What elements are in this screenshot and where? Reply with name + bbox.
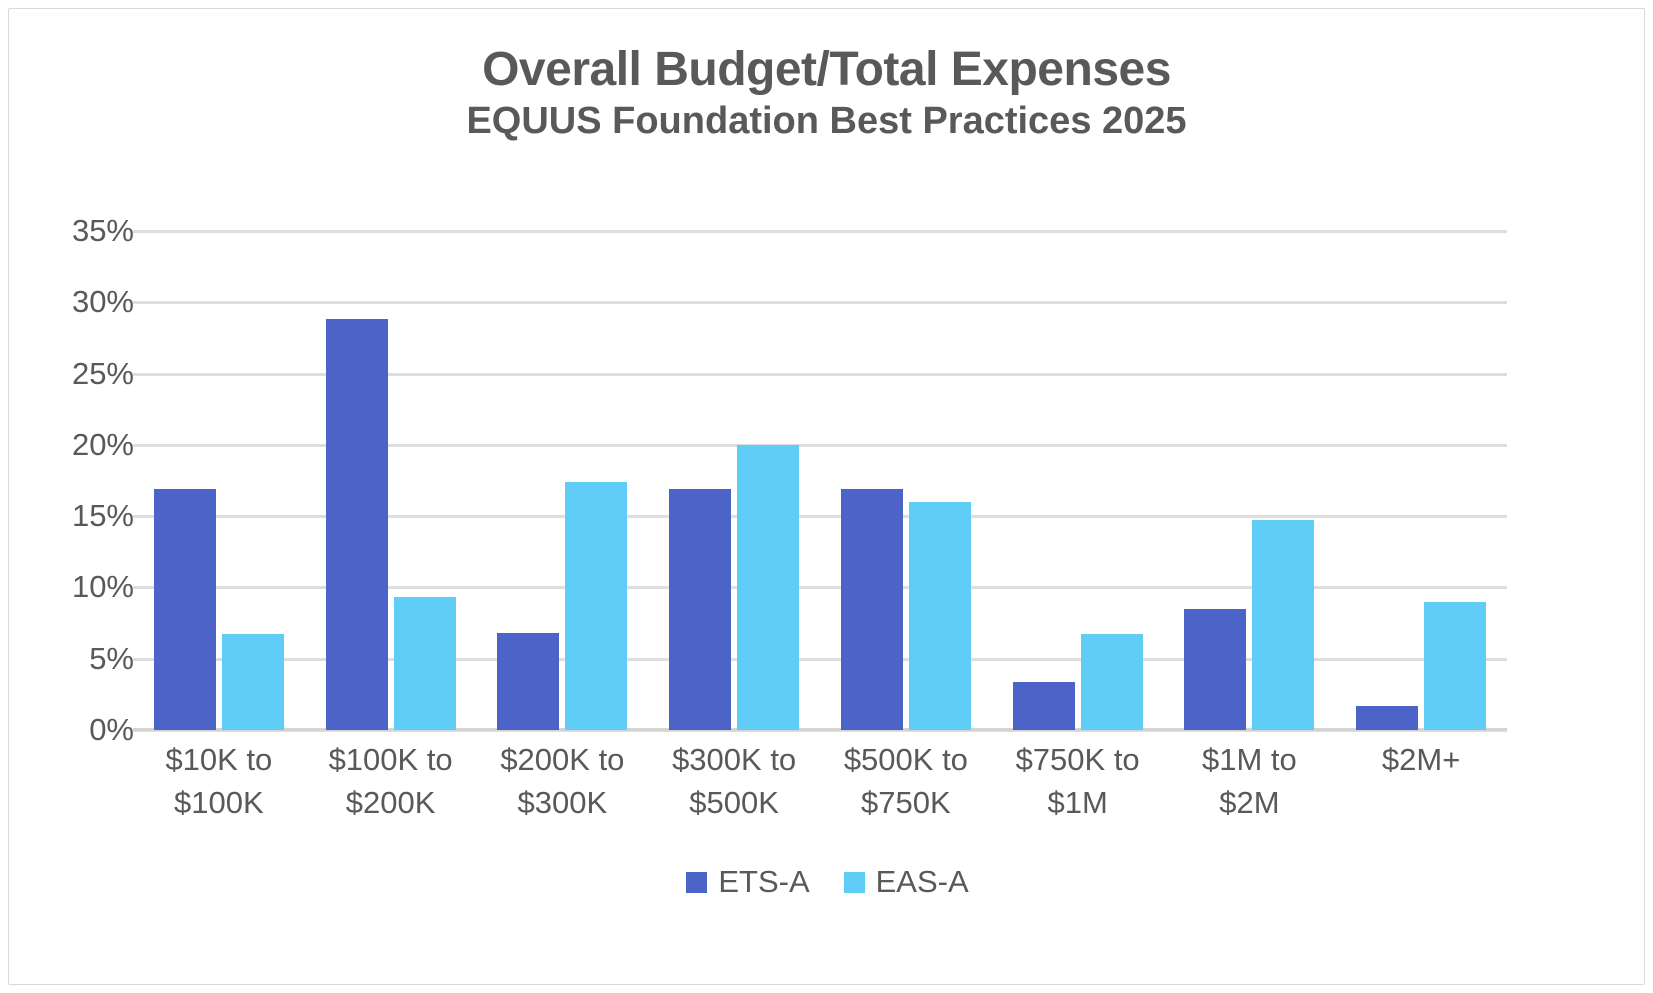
x-axis-label-line: $2M — [1219, 784, 1280, 820]
bar-group — [477, 231, 649, 730]
x-axis-label-line: $100K — [174, 784, 264, 820]
bar-group — [133, 231, 305, 730]
gridline — [133, 515, 1507, 519]
gridline — [133, 657, 1507, 661]
bar-ets-a[interactable] — [325, 319, 388, 730]
legend-label: ETS-A — [718, 864, 810, 899]
bar-group — [820, 231, 992, 730]
x-axis-label-line: $500K — [689, 784, 779, 820]
y-axis-tick-label: 5% — [89, 640, 134, 676]
x-axis-label: $750K to $1M — [992, 739, 1164, 825]
chart-frame: Overall Budget/Total Expenses EQUUS Foun… — [8, 8, 1645, 985]
x-axis-label-line: $300K to — [672, 742, 797, 777]
bar-group — [1164, 231, 1336, 730]
x-axis-label-line: $300K — [517, 784, 608, 820]
chart-legend: ETS-A EAS-A — [9, 864, 1646, 900]
bar-groups — [133, 231, 1507, 730]
bar-group — [992, 231, 1164, 730]
legend-label: EAS-A — [875, 864, 969, 899]
bar-eas-a[interactable] — [1252, 520, 1315, 730]
legend-item-ets-a[interactable]: ETS-A — [686, 864, 810, 900]
x-axis-label-line: $10K to — [165, 742, 273, 777]
bar-eas-a[interactable] — [393, 597, 456, 730]
gridline — [133, 443, 1507, 447]
x-axis-label-line: $100K to — [328, 742, 453, 777]
bar-ets-a[interactable] — [1356, 705, 1419, 730]
x-axis-label-line: $200K to — [500, 742, 625, 777]
plot-wrapper: 35% 30% 25% 20% 15% 10% 5% 0% $10K to $100K $100K… — [9, 9, 1646, 986]
bar-group — [1335, 231, 1507, 730]
x-axis-label-line: $1M — [1047, 784, 1108, 820]
bar-eas-a[interactable] — [1080, 634, 1143, 730]
x-axis-label: $200K to $300K — [477, 739, 649, 825]
x-axis-line — [133, 728, 1507, 731]
legend-swatch-icon — [686, 871, 708, 893]
bar-ets-a[interactable] — [1012, 681, 1075, 730]
x-axis-label-line: $500K to — [843, 742, 968, 777]
x-axis-label-line: $1M to — [1201, 742, 1297, 777]
bar-eas-a[interactable] — [565, 481, 628, 730]
bar-ets-a[interactable] — [1184, 608, 1247, 730]
bar-ets-a[interactable] — [840, 489, 903, 730]
bar-eas-a[interactable] — [908, 501, 971, 730]
x-axis-label: $500K to $750K — [820, 739, 992, 825]
bar-eas-a[interactable] — [221, 634, 284, 730]
x-axis-label-line: $2M+ — [1381, 742, 1461, 777]
plot-area — [133, 230, 1507, 732]
y-axis-tick-label: 15% — [71, 498, 134, 534]
x-axis-label: $100K to $200K — [305, 739, 477, 825]
y-axis-tick-label: 35% — [71, 213, 134, 248]
x-axis-label: $300K to $500K — [648, 739, 820, 825]
bar-eas-a[interactable] — [1424, 601, 1487, 730]
x-axis-label: $10K to $100K — [133, 739, 305, 825]
legend-swatch-icon — [843, 871, 865, 893]
x-axis-label: $2M+ — [1335, 739, 1507, 825]
gridline — [133, 586, 1507, 590]
bar-group — [305, 231, 477, 730]
bar-group — [648, 231, 820, 730]
x-axis-label: $1M to $2M — [1164, 739, 1336, 825]
y-axis-tick-label: 25% — [71, 355, 134, 391]
bar-ets-a[interactable] — [669, 489, 732, 730]
x-axis-label-line: $750K to — [1015, 742, 1140, 777]
y-axis-tick-label: 0% — [89, 712, 134, 747]
gridline — [133, 230, 1507, 233]
y-axis-tick-label: 10% — [71, 569, 134, 605]
bar-ets-a[interactable] — [497, 633, 560, 730]
bar-eas-a[interactable] — [737, 444, 800, 730]
bar-ets-a[interactable] — [153, 489, 216, 730]
x-axis-label-line: $750K — [861, 784, 951, 820]
legend-item-eas-a[interactable]: EAS-A — [843, 864, 969, 900]
x-axis-labels: $10K to $100K $100K to $200K $200K to $300K $3… — [133, 739, 1507, 825]
x-axis-label-line: $200K — [345, 784, 436, 820]
gridline — [133, 372, 1507, 376]
gridline — [133, 301, 1507, 305]
y-axis-tick-label: 30% — [71, 284, 134, 320]
y-axis-tick-label: 20% — [71, 426, 134, 462]
